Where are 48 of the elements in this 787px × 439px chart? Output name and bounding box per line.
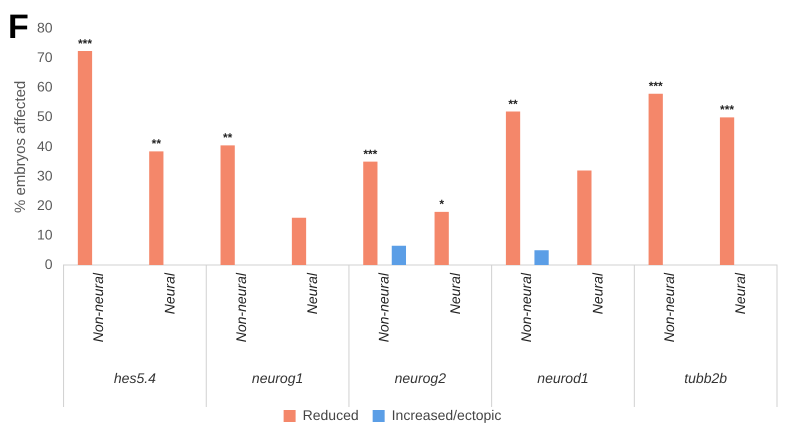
bar <box>292 218 306 265</box>
text: tubb2b <box>684 370 728 386</box>
bar <box>434 212 449 265</box>
bar <box>363 162 378 265</box>
data-label: *** <box>363 146 378 161</box>
x-tick-label: Neural <box>590 272 606 314</box>
y-axis-title: % embryos affected <box>12 80 30 214</box>
legend-label: Increased/ectopic <box>392 406 502 423</box>
data-label: *** <box>78 36 92 50</box>
bar <box>149 151 164 265</box>
y-tick-label: 80 <box>36 20 53 36</box>
data-label: *** <box>720 102 734 117</box>
bar <box>392 246 406 265</box>
x-tick-label: Non-neural <box>660 272 677 342</box>
text: neurog1 <box>252 370 304 386</box>
bar <box>577 170 592 265</box>
x-tick-label: Neural <box>304 272 320 314</box>
chart-title: F <box>8 8 29 46</box>
y-tick-label: 20 <box>36 196 53 213</box>
bar <box>78 50 92 265</box>
y-tick-label: 30 <box>36 167 53 184</box>
bar <box>220 145 235 265</box>
data-label: ** <box>222 130 233 145</box>
x-tick-label: Non-neural <box>518 272 534 342</box>
text: neurod1 <box>537 370 589 386</box>
bar <box>506 111 520 265</box>
data-label: ** <box>508 96 518 111</box>
x-tick-label: Neural <box>161 272 178 314</box>
bar <box>648 94 663 265</box>
legend-label: Reduced <box>302 406 359 423</box>
data-label: ** <box>152 136 162 151</box>
y-tick-label: 70 <box>36 49 53 66</box>
bar <box>534 250 549 265</box>
y-tick-label: 0 <box>44 256 53 272</box>
bar <box>720 117 734 265</box>
y-tick-label: 40 <box>36 138 53 154</box>
x-tick-label: Non-neural <box>376 272 392 342</box>
y-tick-label: 60 <box>36 78 53 95</box>
x-tick-label: Non-neural <box>90 272 106 342</box>
text: neurog2 <box>394 370 446 386</box>
data-label: * <box>439 197 444 212</box>
text: hes5.4 <box>114 370 156 386</box>
x-tick-label: Neural <box>446 272 463 314</box>
y-tick-label: 10 <box>36 226 53 242</box>
x-tick-label: Non-neural <box>232 272 249 342</box>
y-tick-label: 50 <box>36 108 53 124</box>
data-label: *** <box>648 79 664 94</box>
x-tick-label: Neural <box>732 272 748 314</box>
